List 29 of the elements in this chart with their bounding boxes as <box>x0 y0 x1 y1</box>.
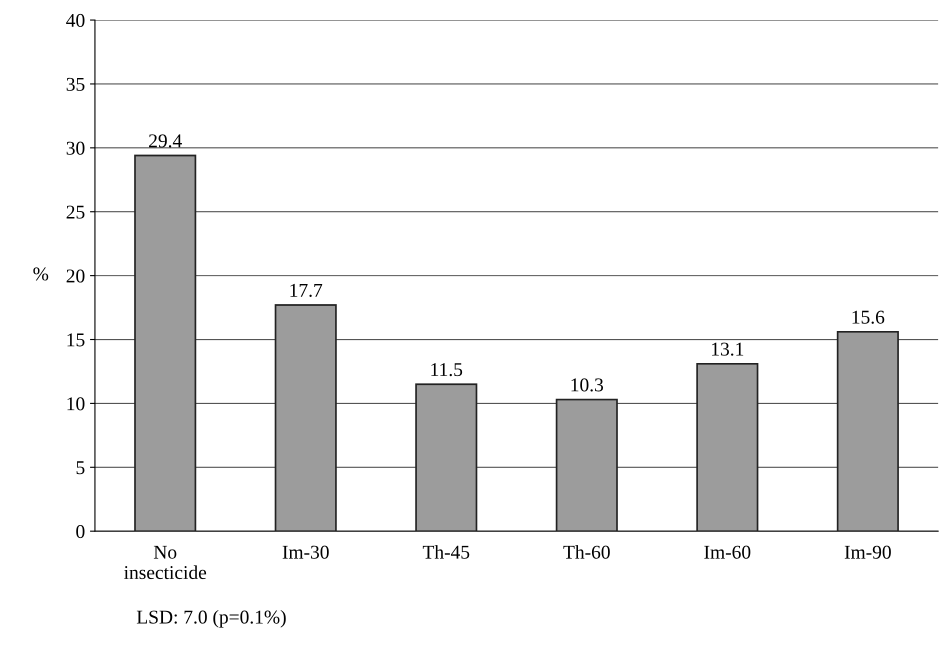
y-tick-label: 30 <box>66 142 84 155</box>
bar <box>274 304 337 532</box>
y-tick-label: 35 <box>66 78 84 91</box>
y-tick-label: 0 <box>76 525 84 538</box>
text: LSD: 7.0 (p=0.1%) <box>136 610 286 628</box>
y-tick-label: 5 <box>76 461 84 474</box>
y-tick-label: 40 <box>66 14 84 27</box>
bar <box>836 331 899 532</box>
data-label: 13.1 <box>712 342 744 356</box>
data-label: 29.4 <box>149 134 182 148</box>
y-tick-label: 15 <box>67 333 84 346</box>
data-label: 10.3 <box>571 378 604 392</box>
y-tick-label: 20 <box>66 269 84 283</box>
x-tick-label: Th-45 <box>422 545 470 559</box>
data-label: 17.7 <box>290 284 322 297</box>
bar <box>556 398 618 532</box>
bar <box>415 383 478 532</box>
x-tick-label: Th-60 <box>563 545 610 559</box>
x-tick-label: Im-30 <box>282 546 329 559</box>
y-tick-label: 10 <box>67 397 84 410</box>
data-label: 11.5 <box>431 363 462 376</box>
data-label: 15.6 <box>852 310 884 324</box>
x-tick-label: Im-90 <box>844 546 891 559</box>
x-tick-label: No insecticide <box>124 546 206 580</box>
y-axis-title: % <box>33 267 48 281</box>
x-tick-label: Im-60 <box>704 546 750 559</box>
bar <box>696 362 758 532</box>
bar <box>134 154 196 532</box>
y-tick-label: 25 <box>66 206 84 219</box>
